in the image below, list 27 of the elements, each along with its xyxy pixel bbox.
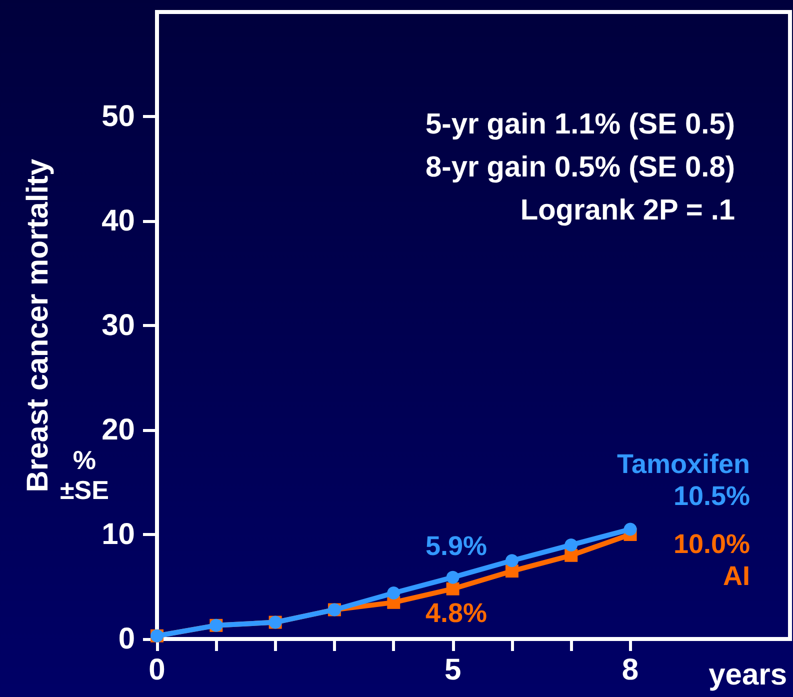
y-axis-title: Breast cancer mortality [22, 158, 54, 492]
y-tick-label: 10 [102, 518, 135, 551]
y-tick-label: 50 [102, 100, 135, 133]
point [505, 554, 518, 568]
x-axis-title: years [708, 658, 788, 692]
data-label: 5.9% [425, 531, 487, 561]
y-tick-label: 30 [102, 309, 135, 342]
data-label: 4.8% [425, 598, 487, 628]
annotation: Logrank 2P = .1 [520, 194, 735, 226]
x-tick-label: 5 [444, 654, 462, 686]
point [446, 582, 460, 596]
y-tick-label: 0 [118, 622, 135, 656]
x-tick-label: 8 [622, 654, 639, 686]
point [564, 538, 578, 552]
point [446, 570, 460, 584]
x-tick-label: 0 [148, 654, 166, 686]
text: AI [723, 561, 750, 591]
annotation: 5-yr gain 1.1% (SE 0.5) [426, 108, 735, 140]
point [624, 522, 637, 536]
annotation: 8-yr gain 0.5% (SE 0.8) [426, 152, 735, 184]
point [387, 586, 400, 600]
series-label: Tamoxifen [616, 449, 750, 479]
data-label: 10.0% [673, 529, 750, 559]
y-tick-label: 20 [102, 414, 135, 446]
text: % ±SE [60, 445, 109, 505]
y-tick-label: 40 [102, 204, 135, 238]
data-label: 10.5% [673, 481, 750, 511]
